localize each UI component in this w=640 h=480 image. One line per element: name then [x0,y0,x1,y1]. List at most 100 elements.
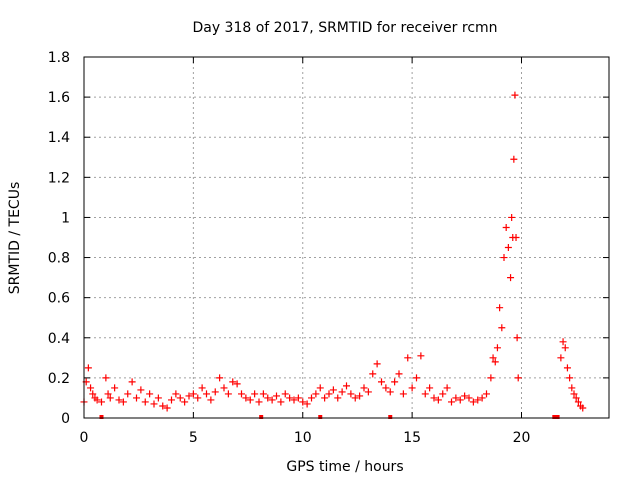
data-point [408,384,416,392]
data-point [382,384,390,392]
data-point [570,390,578,398]
data-point [299,398,307,406]
data-point [189,390,197,398]
data-point [316,384,324,392]
data-point [391,378,399,386]
y-tick-label: 1.6 [48,90,70,106]
data-point [181,398,189,406]
floor-marker [555,415,560,419]
data-point [395,370,403,378]
data-point [557,354,565,362]
data-point [566,374,574,382]
data-point [508,213,516,221]
data-point [89,390,97,398]
data-point [290,396,298,404]
data-point [559,338,567,346]
data-point [511,91,519,99]
data-point [579,404,587,412]
data-point [98,398,105,406]
y-tick-label: 0.4 [48,331,70,347]
data-point [364,388,372,396]
data-point [325,390,333,398]
data-point [498,324,506,332]
data-point [281,390,289,398]
floor-marker [259,415,264,419]
data-point [487,374,495,382]
data-point [386,388,394,396]
data-point [483,390,490,398]
data-point [216,374,224,382]
y-tick-label: 1.2 [48,170,70,186]
data-point [568,384,576,392]
data-point [146,390,154,398]
data-point [102,374,110,382]
data-point [198,384,206,392]
data-point [93,396,101,404]
data-point [255,398,263,406]
data-point [413,374,420,382]
data-point [347,390,355,398]
data-point [128,378,136,386]
data-point [273,392,280,400]
data-point [456,396,464,404]
data-point [106,394,114,402]
data-point [87,384,95,392]
data-point [137,386,145,394]
data-point [426,384,434,392]
floor-marker [318,415,323,419]
data-point [489,354,497,362]
x-tick-label: 10 [294,430,312,446]
data-point [439,390,447,398]
chart-title: Day 318 of 2017, SRMTID for receiver rcm… [192,20,497,36]
data-point [469,398,477,406]
data-point [220,384,228,392]
data-point [150,400,158,408]
data-point [369,370,377,378]
data-point [308,394,315,402]
data-point [242,394,250,402]
data-point [430,394,438,402]
data-point [338,388,346,396]
data-point [491,358,499,366]
data-point [159,402,167,410]
data-point [356,392,364,400]
x-tick-label: 0 [80,430,89,446]
data-point [238,390,245,398]
data-point [168,396,175,404]
data-points [80,91,587,419]
data-point [185,392,193,400]
data-point [461,392,469,400]
y-tick-label: 0 [61,411,70,427]
data-point [207,396,215,404]
data-point [443,384,451,392]
data-point [84,364,92,372]
data-point [351,394,359,402]
grid-lines [84,57,609,418]
data-point [478,394,486,402]
data-point [360,384,368,392]
x-axis-label: GPS time / hours [286,459,403,475]
data-point [465,394,473,402]
y-tick-label: 0.8 [48,251,70,267]
data-point [124,390,132,398]
floor-marker [99,415,104,419]
data-point [421,390,429,398]
data-point [268,396,276,404]
data-point [133,394,140,402]
floor-marker [552,415,557,419]
data-point [115,396,123,404]
data-point [119,398,127,406]
data-point [104,390,112,398]
data-point [172,390,180,398]
data-point [500,254,508,262]
x-tick-label: 15 [403,430,421,446]
y-tick-label: 0.2 [48,371,70,387]
data-point [502,223,510,231]
data-point [211,388,219,396]
data-point [373,360,381,368]
axis-ticks [83,56,609,419]
data-point [512,234,520,241]
data-point [312,390,320,398]
data-point [259,390,267,398]
